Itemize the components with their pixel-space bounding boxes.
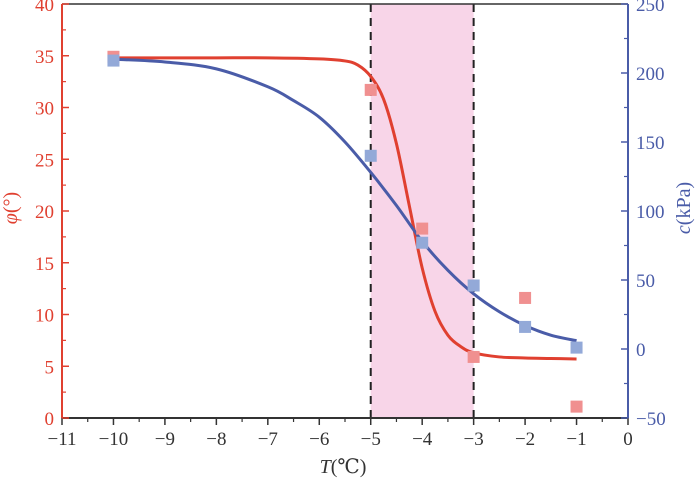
- x-axis-unit: (℃): [331, 456, 367, 478]
- x-tick-label: −4: [412, 429, 433, 450]
- x-tick-label: 0: [623, 429, 633, 450]
- y-left-tick-label: 25: [35, 150, 54, 171]
- y-right-axis-unit: (kPa): [673, 182, 695, 225]
- y-left-tick-label: 35: [35, 47, 54, 68]
- data-point-c: [107, 54, 120, 67]
- y-right-tick-label: 200: [636, 64, 665, 85]
- y-right-tick-label: 0: [636, 340, 646, 361]
- data-point-phi: [364, 83, 377, 96]
- y-left-axis-symbol: φ: [0, 213, 22, 224]
- y-right-tick-label: 100: [636, 202, 665, 223]
- y-right-tick-label: 150: [636, 133, 665, 154]
- data-point-phi: [467, 350, 480, 363]
- data-point-c: [467, 279, 480, 292]
- data-point-c: [570, 341, 583, 354]
- data-point-phi: [519, 291, 532, 304]
- x-tick-label: −9: [155, 429, 175, 450]
- x-tick-label: −7: [258, 429, 278, 450]
- y-right-tick-label: −50: [636, 409, 666, 430]
- y-right-axis-symbol: c: [673, 225, 695, 234]
- data-point-phi: [416, 222, 429, 235]
- y-left-tick-label: 20: [35, 202, 54, 223]
- y-left-tick-label: 0: [45, 409, 55, 430]
- fit-curve-c: [113, 57, 577, 343]
- x-tick-label: −8: [206, 429, 226, 450]
- fit-curve-phi: [113, 56, 577, 361]
- x-tick-label: −6: [309, 429, 329, 450]
- x-tick-label: −5: [361, 429, 381, 450]
- y-right-tick-label: 50: [636, 271, 655, 292]
- x-axis-symbol: T: [320, 456, 333, 478]
- x-tick-label: −11: [47, 429, 76, 450]
- y-left-tick-label: 10: [35, 306, 54, 327]
- y-left-tick-label: 30: [35, 99, 54, 120]
- y-left-tick-label: 40: [35, 0, 54, 16]
- x-tick-label: −10: [99, 429, 129, 450]
- y-left-axis-label: φ(°): [0, 192, 22, 224]
- y-left-tick-label: 15: [35, 254, 54, 275]
- data-point-c: [364, 149, 377, 162]
- y-left-axis-unit: (°): [0, 192, 22, 213]
- y-left-tick-label: 5: [45, 357, 55, 378]
- data-point-c: [519, 320, 532, 333]
- x-tick-label: −1: [566, 429, 586, 450]
- x-axis-label: T(℃): [320, 456, 367, 478]
- x-tick-label: −2: [515, 429, 535, 450]
- data-point-c: [416, 236, 429, 249]
- y-right-axis-label: c(kPa): [673, 182, 695, 234]
- x-tick-label: −3: [464, 429, 484, 450]
- shaded-region: [370, 4, 474, 418]
- y-right-tick-label: 250: [636, 0, 665, 16]
- data-point-phi: [570, 400, 583, 413]
